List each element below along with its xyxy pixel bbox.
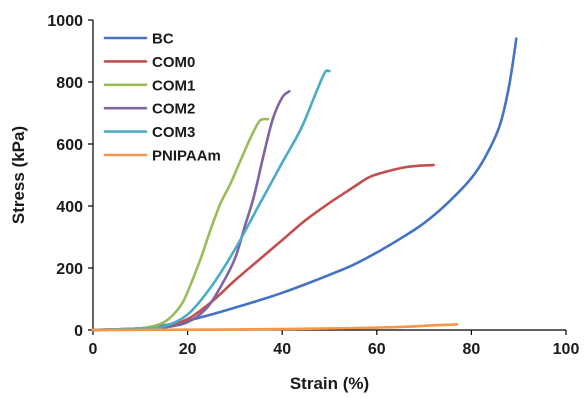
- legend-label-com0: COM0: [152, 54, 195, 71]
- series-line-com0: [91, 163, 435, 332]
- x-tick-label: 20: [179, 341, 197, 358]
- y-tick-label: 0: [74, 323, 83, 340]
- x-axis-title: Strain (%): [290, 374, 369, 393]
- y-tick-label: 600: [56, 137, 83, 154]
- x-tick-label: 60: [368, 341, 386, 358]
- x-tick-label: 100: [553, 341, 580, 358]
- series-line-pnipaam: [91, 323, 459, 332]
- x-tick-label: 0: [89, 341, 98, 358]
- series-line-com1: [91, 117, 270, 332]
- x-tick-label: 40: [273, 341, 291, 358]
- y-tick-label: 400: [56, 199, 83, 216]
- y-tick-label: 200: [56, 261, 83, 278]
- x-ticks: 0 20 40 60 80 100: [89, 330, 580, 358]
- y-ticks: 0 200 400 600 800 1000: [47, 13, 93, 340]
- series-line-com3: [91, 69, 331, 332]
- x-tick-label: 80: [463, 341, 481, 358]
- y-tick-label: 800: [56, 75, 83, 92]
- legend-label-com2: COM2: [152, 101, 195, 118]
- legend-label-pnipaam: PNIPAAm: [152, 148, 221, 165]
- legend-label-com3: COM3: [152, 124, 195, 141]
- legend-label-bc: BC: [152, 31, 174, 48]
- series-layer: [91, 37, 518, 332]
- y-axis-title: Stress (kPa): [9, 126, 28, 224]
- legend-label-com1: COM1: [152, 77, 195, 94]
- legend: BC COM0 COM1 COM2 COM3 PNIPAAm: [103, 31, 221, 165]
- y-tick-label: 1000: [47, 13, 83, 30]
